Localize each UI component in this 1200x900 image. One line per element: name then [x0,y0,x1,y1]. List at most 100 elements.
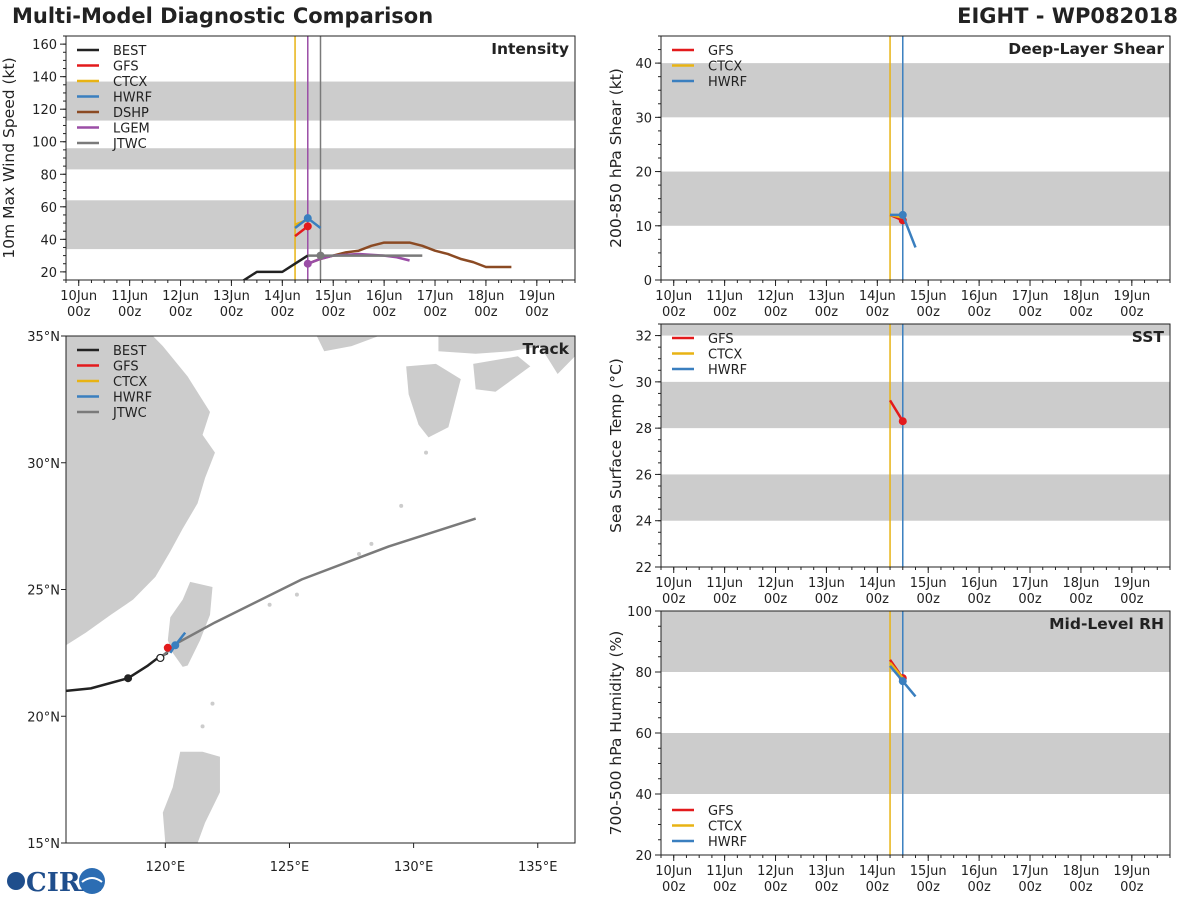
y-axis-label: Sea Surface Temp (°C) [607,358,625,533]
x-tick-hour-label: 00z [764,880,788,895]
x-tick-day-label: 19Jun [518,289,555,304]
y-tick-label: 100 [627,605,652,620]
legend-label-dshp: DSHP [113,106,149,121]
x-tick-day-label: 11Jun [706,864,743,879]
x-tick-day-label: 14Jun [264,289,301,304]
series-dshp [307,241,512,269]
y-tick-label: 32 [635,330,652,345]
landmass [162,751,220,843]
x-tick-hour-label: 00z [474,305,498,320]
lat-tick-label: 30°N [27,457,60,472]
legend-label-jtwc: JTWC [112,137,147,152]
lat-tick-label: 20°N [27,710,60,725]
y-tick-label: 160 [32,38,57,53]
lat-tick-label: 35°N [27,330,60,345]
x-tick-hour-label: 00z [866,880,890,895]
series-marker-lgem [303,259,312,268]
legend-label-jtwc: JTWC [112,406,147,421]
y-tick-label: 22 [635,561,652,576]
series-marker-hwrf [898,210,907,219]
x-tick-hour-label: 00z [525,305,549,320]
x-tick-day-label: 17Jun [1012,864,1049,879]
track-best [66,651,169,693]
lat-tick-label: 15°N [27,837,60,852]
x-tick-day-label: 12Jun [162,289,199,304]
x-tick-hour-label: 00z [271,305,295,320]
legend-label-ctcx: CTCX [113,75,147,90]
y-tick-label: 140 [32,71,57,86]
x-tick-hour-label: 00z [1018,880,1042,895]
x-tick-hour-label: 00z [1069,305,1093,320]
x-tick-day-label: 17Jun [417,289,454,304]
series-marker-gfs [898,417,907,426]
series-ctcx [889,662,904,679]
x-tick-hour-label: 00z [967,305,991,320]
x-tick-hour-label: 00z [67,305,91,320]
x-tick-hour-label: 00z [866,305,890,320]
x-tick-hour-label: 00z [713,880,737,895]
x-tick-day-label: 16Jun [961,289,998,304]
legend-label-gfs: GFS [708,44,734,59]
rh-plot-area [661,611,1170,855]
island [369,541,374,546]
island [356,552,361,557]
x-tick-hour-label: 00z [118,305,142,320]
y-axis-label: 700-500 hPa Humidity (%) [607,631,625,836]
x-tick-hour-label: 00z [1018,305,1042,320]
x-tick-day-label: 11Jun [706,289,743,304]
y-tick-label: 120 [32,103,57,118]
x-tick-hour-label: 00z [815,880,839,895]
x-tick-day-label: 14Jun [859,289,896,304]
shear-panel: 01020304010Jun00z11Jun00z12Jun00z13Jun00… [607,35,1171,320]
legend-label-ctcx: CTCX [708,348,742,363]
landmass [167,581,213,667]
legend-label-ctcx: CTCX [113,375,147,390]
threshold-band [661,63,1170,118]
landmass [473,356,531,392]
track-plot-area [66,336,575,843]
y-tick-label: 40 [40,233,57,248]
series-marker-jtwc [316,251,325,260]
x-tick-day-label: 17Jun [1012,289,1049,304]
x-tick-hour-label: 00z [1069,880,1093,895]
panel-title: SST [1132,328,1165,346]
x-tick-hour-label: 00z [372,305,396,320]
track-open-marker [156,653,165,663]
y-tick-label: 20 [40,266,57,281]
y-axis-label: 10m Max Wind Speed (kt) [0,57,18,258]
lon-tick-label: 135°E [518,860,558,875]
threshold-band [661,381,1170,429]
x-tick-day-label: 11Jun [706,576,743,591]
series-gfs [888,399,904,422]
x-tick-hour-label: 00z [662,305,686,320]
island [294,592,299,597]
landmass [406,363,461,438]
intensity-panel: 2040608010012014016010Jun00z11Jun00z12Ju… [0,35,576,320]
threshold-band [661,324,1170,336]
x-tick-day-label: 12Jun [757,864,794,879]
x-tick-day-label: 15Jun [910,289,947,304]
x-tick-day-label: 10Jun [655,576,692,591]
panel-title: Mid-Level RH [1049,615,1164,633]
x-tick-hour-label: 00z [917,880,941,895]
threshold-band [661,171,1170,226]
y-tick-label: 10 [635,220,652,235]
x-tick-day-label: 18Jun [467,289,504,304]
x-tick-hour-label: 00z [1069,592,1093,607]
landmass [438,336,575,375]
legend-label-best: BEST [113,344,146,359]
panel-title: Track [523,340,570,358]
x-tick-hour-label: 00z [764,305,788,320]
x-tick-day-label: 14Jun [859,864,896,879]
rh-panel: 2040608010010Jun00z11Jun00z12Jun00z13Jun… [607,605,1171,895]
legend-label-gfs: GFS [113,360,139,375]
intensity-plot-area [66,36,575,280]
legend-label-best: BEST [113,44,146,59]
lon-tick-label: 130°E [394,860,434,875]
x-tick-day-label: 18Jun [1062,289,1099,304]
x-tick-hour-label: 00z [1120,592,1144,607]
legend-label-ctcx: CTCX [708,820,742,835]
